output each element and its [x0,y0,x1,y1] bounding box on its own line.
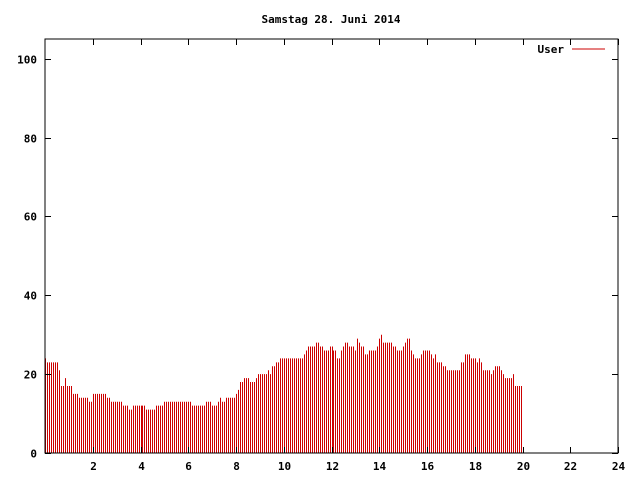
y-tick-label: 0 [30,448,37,461]
x-tick-label: 12 [326,460,339,473]
x-tick-label: 2 [90,460,97,473]
x-tick-label: 22 [564,460,577,473]
legend-label-user: User [538,43,565,56]
x-tick-label: 18 [469,460,482,473]
x-axis: 2 4 6 8 10 12 14 16 18 20 22 24 [90,39,625,473]
x-tick-label: 10 [278,460,291,473]
chart-title: Samstag 28. Juni 2014 [261,13,400,26]
x-tick-label: 8 [233,460,240,473]
bar-series-user [45,334,522,453]
y-tick-label: 80 [24,133,37,146]
y-tick-label: 60 [24,211,37,224]
y-tick-label: 40 [24,290,37,303]
x-tick-label: 20 [517,460,530,473]
y-tick-label: 20 [24,369,37,382]
x-tick-label: 4 [138,460,145,473]
x-tick-label: 16 [421,460,435,473]
x-tick-label: 6 [185,460,192,473]
y-axis: 0 20 40 60 80 100 [17,54,618,461]
x-tick-label: 14 [373,460,387,473]
y-tick-label: 100 [17,54,37,67]
plot-frame [44,38,619,454]
x-tick-label: 24 [612,460,626,473]
legend: User [538,43,605,56]
